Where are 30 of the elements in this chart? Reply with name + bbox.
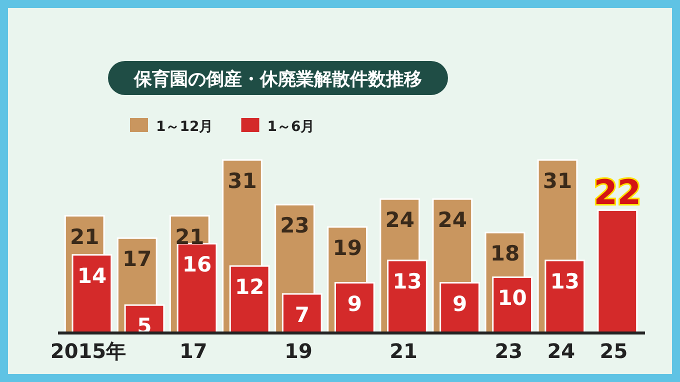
x-tick-label: 21 xyxy=(390,339,418,363)
legend-label: 1～6月 xyxy=(267,119,315,135)
data-label: 22 xyxy=(594,173,642,214)
x-tick-label: 23 xyxy=(494,339,523,363)
data-label: 31 xyxy=(228,169,257,193)
data-label: 9 xyxy=(452,292,468,316)
legend-label: 1～12月 xyxy=(156,119,214,135)
x-tick-label: 25 xyxy=(600,339,628,363)
x-tick-label: 24 xyxy=(547,339,576,363)
data-label: 7 xyxy=(294,302,310,327)
chart-title: 保育園の倒産・休廃業解散件数推移 xyxy=(133,68,422,90)
data-label: 23 xyxy=(280,214,310,238)
data-label: 12 xyxy=(234,275,264,300)
data-label: 18 xyxy=(490,242,520,266)
x-tick-label: 17 xyxy=(179,339,208,363)
data-label: 14 xyxy=(77,264,107,288)
data-label: 21 xyxy=(175,224,204,249)
data-label: 24 xyxy=(438,208,468,232)
data-label: 31 xyxy=(542,169,572,193)
x-tick-label: 19 xyxy=(284,339,312,363)
data-label: 13 xyxy=(550,269,580,294)
data-label: 21 xyxy=(70,224,100,249)
data-label: 13 xyxy=(392,269,422,294)
data-label: 19 xyxy=(332,236,362,260)
data-label: 24 xyxy=(385,208,414,232)
data-label: 9 xyxy=(347,292,362,316)
data-label: 10 xyxy=(498,286,527,310)
data-label: 17 xyxy=(122,247,152,272)
x-tick-label: 2015年 xyxy=(50,339,126,363)
data-label: 16 xyxy=(182,252,212,277)
